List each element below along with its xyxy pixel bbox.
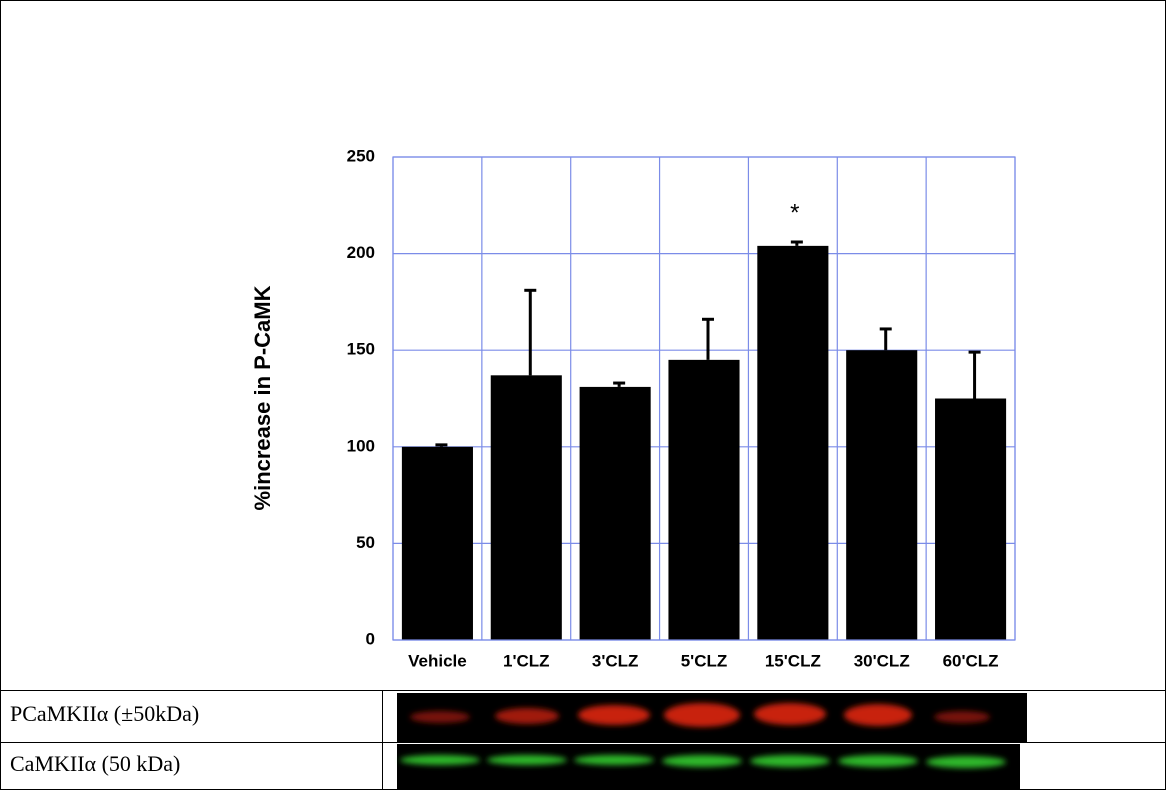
row-label: PCaMKIIα (±50kDa) [10, 701, 199, 726]
bar [846, 350, 917, 640]
error-bar [880, 329, 892, 350]
x-tick-label: Vehicle [408, 651, 467, 670]
x-tick-label: 5'CLZ [681, 651, 728, 670]
y-axis-label: %increase in P-CaMK [250, 285, 275, 510]
x-tick-label: 60'CLZ [943, 651, 999, 670]
y-tick-label: 0 [366, 629, 375, 648]
bar [580, 387, 651, 640]
error-bar [702, 319, 714, 360]
page: {"chart_data": {"type": "bar", "y_label"… [0, 0, 1166, 790]
error-bar [791, 242, 803, 246]
error-bar [969, 352, 981, 398]
bar [935, 399, 1006, 641]
error-bar [613, 383, 625, 387]
y-tick-label: 200 [347, 243, 375, 262]
bar [757, 246, 828, 640]
y-tick-label: 50 [356, 533, 375, 552]
blot-green [397, 744, 1020, 790]
x-tick-label: 30'CLZ [854, 651, 910, 670]
bar [491, 375, 562, 640]
error-bar [524, 290, 536, 375]
y-tick-label: 250 [347, 146, 375, 165]
row-label: CaMKIIα (50 kDa) [10, 751, 180, 776]
y-tick-label: 100 [347, 436, 375, 455]
annotation: * [790, 199, 799, 226]
x-tick-label: 15'CLZ [765, 651, 821, 670]
x-tick-label: 3'CLZ [592, 651, 639, 670]
blot-red [397, 693, 1027, 742]
bar [402, 447, 473, 640]
bar [668, 360, 739, 640]
y-tick-label: 150 [347, 340, 375, 359]
figure: PCaMKIIα (±50kDa) CaMKIIα (50 kDa) %incr… [0, 0, 1166, 790]
x-tick-label: 1'CLZ [503, 651, 550, 670]
